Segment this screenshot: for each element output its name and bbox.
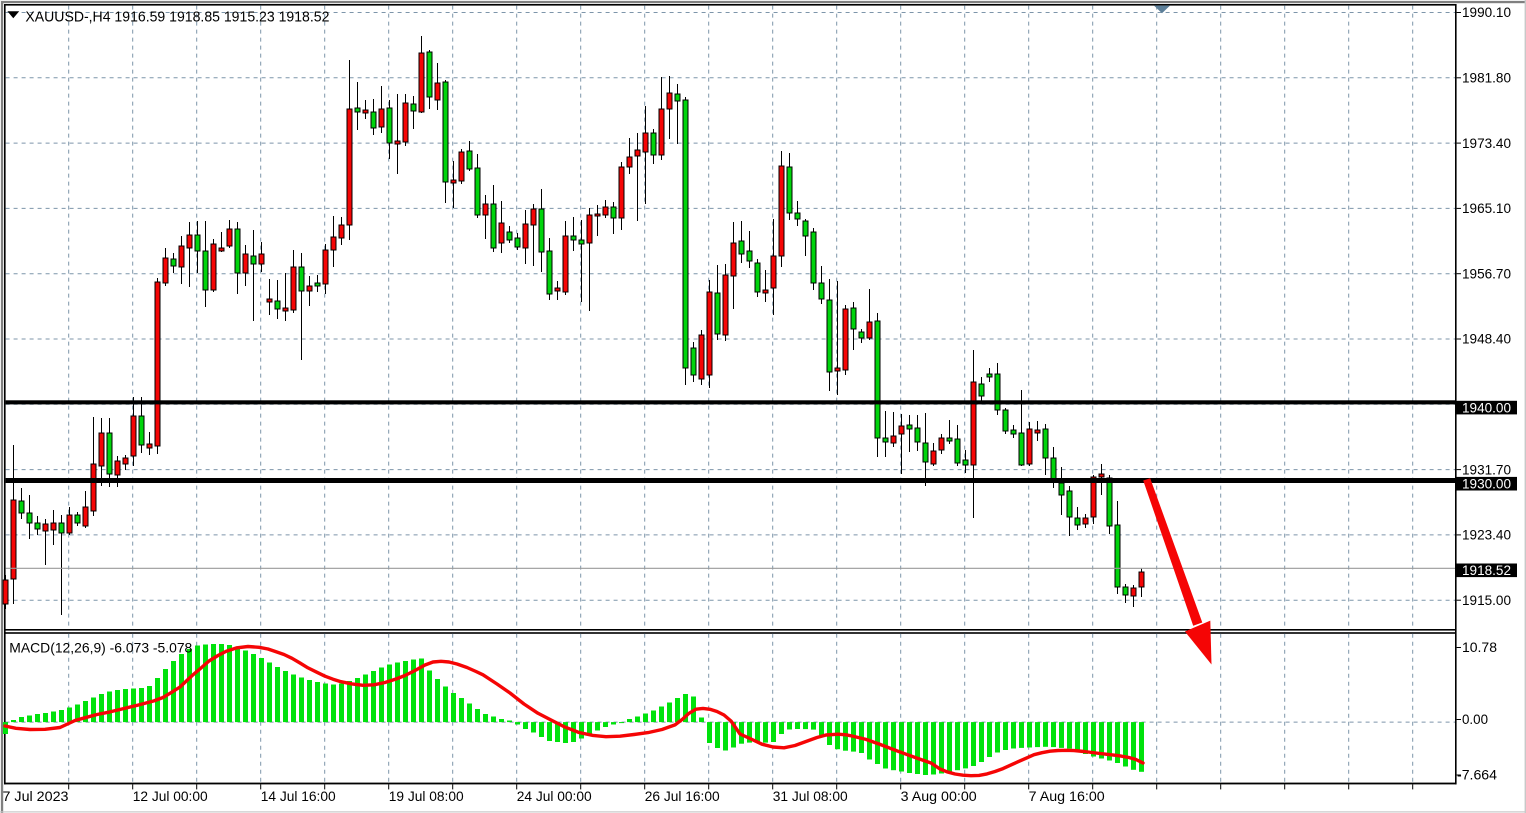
- svg-text:19 Jul 08:00: 19 Jul 08:00: [389, 788, 464, 804]
- svg-text:1965.10: 1965.10: [1462, 201, 1511, 216]
- svg-text:10.78: 10.78: [1462, 640, 1497, 655]
- svg-text:MACD(12,26,9) -6.073 -5.078: MACD(12,26,9) -6.073 -5.078: [9, 640, 192, 656]
- svg-text:1956.70: 1956.70: [1462, 266, 1511, 281]
- svg-text:12 Jul 00:00: 12 Jul 00:00: [133, 788, 208, 804]
- svg-text:0.00: 0.00: [1462, 712, 1488, 727]
- svg-text:1915.00: 1915.00: [1462, 593, 1511, 608]
- svg-text:3 Aug 00:00: 3 Aug 00:00: [901, 788, 977, 804]
- svg-text:1931.70: 1931.70: [1462, 462, 1511, 477]
- svg-text:1923.40: 1923.40: [1462, 528, 1511, 543]
- svg-text:XAUUSD-,H4 1916.59 1918.85 19: XAUUSD-,H4 1916.59 1918.85 1915.23 1918.…: [25, 10, 329, 26]
- svg-text:1918.52: 1918.52: [1462, 563, 1511, 578]
- svg-text:1990.10: 1990.10: [1462, 5, 1511, 20]
- svg-text:1948.40: 1948.40: [1462, 332, 1511, 347]
- svg-text:7 Jul 2023: 7 Jul 2023: [3, 788, 69, 804]
- svg-text:24 Jul 00:00: 24 Jul 00:00: [517, 788, 592, 804]
- svg-text:1930.00: 1930.00: [1462, 476, 1511, 491]
- svg-text:7 Aug 16:00: 7 Aug 16:00: [1029, 788, 1105, 804]
- svg-text:1981.80: 1981.80: [1462, 71, 1511, 86]
- svg-text:31 Jul 08:00: 31 Jul 08:00: [773, 788, 848, 804]
- svg-text:14 Jul 16:00: 14 Jul 16:00: [261, 788, 336, 804]
- svg-text:26 Jul 16:00: 26 Jul 16:00: [645, 788, 720, 804]
- svg-text:-7.664: -7.664: [1457, 768, 1498, 783]
- svg-text:1940.00: 1940.00: [1462, 400, 1511, 415]
- svg-text:1973.40: 1973.40: [1462, 136, 1511, 151]
